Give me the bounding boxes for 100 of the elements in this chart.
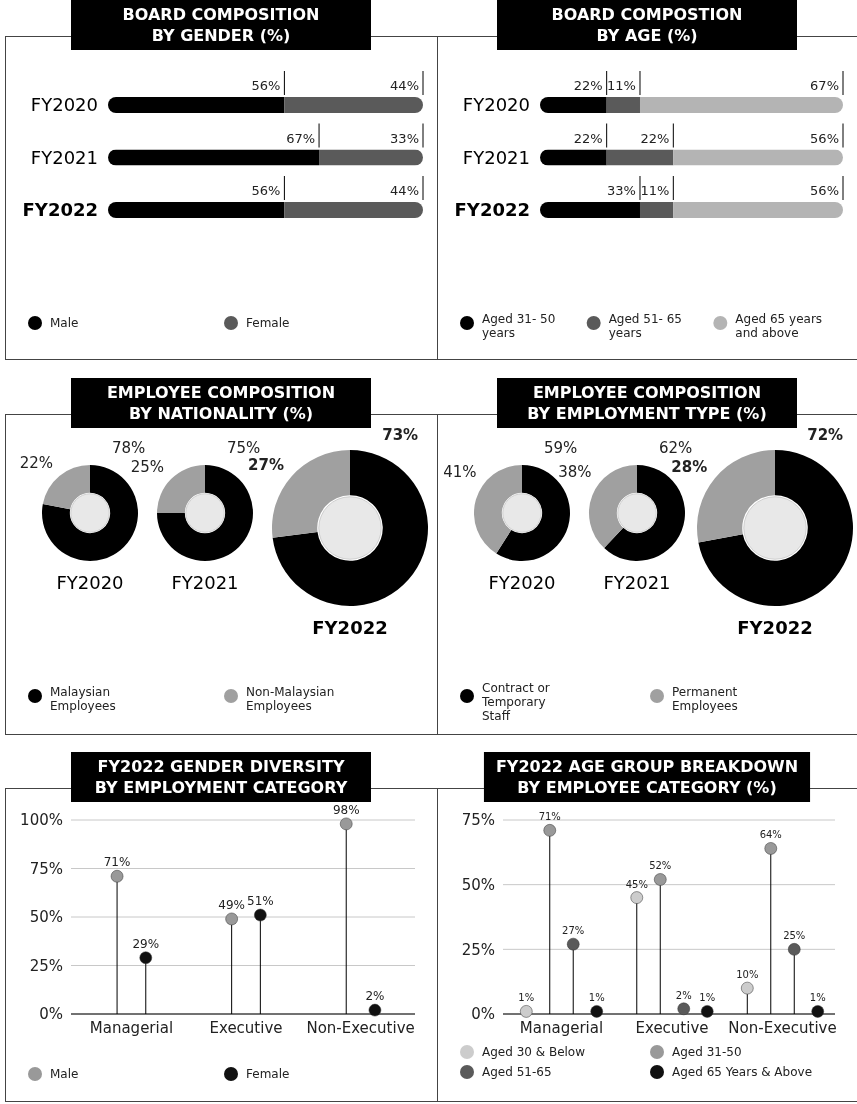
data-label: 22% (573, 130, 603, 146)
data-label: 45% (625, 878, 648, 890)
x-tick-label: Non-Executive (728, 1018, 837, 1037)
legend-label: Aged 51-65 (482, 1065, 552, 1079)
legend-label: Male (50, 1067, 79, 1081)
x-tick-label: Executive (209, 1018, 283, 1037)
bar (673, 202, 843, 218)
data-label: 78% (111, 438, 146, 457)
bar (540, 97, 607, 113)
data-label: 22% (573, 78, 603, 93)
y-tick-label: FY2022 (454, 199, 530, 220)
data-label: 44% (390, 183, 419, 198)
chart-title: BOARD COMPOSITION BY GENDER (%) (122, 5, 320, 45)
legend-label: Female (246, 316, 290, 330)
slice-label: FY2020 (56, 572, 124, 593)
data-label: 64% (759, 829, 782, 841)
bar (606, 97, 640, 113)
legend-label: Permanent Employees (672, 685, 738, 713)
y-tick-label: 25% (29, 956, 63, 975)
y-tick-label: FY2021 (30, 146, 98, 168)
bar (540, 149, 607, 166)
chart-title: EMPLOYEE COMPOSITION BY EMPLOYMENT TYPE (%) (527, 383, 767, 423)
x-tick-label: Managerial (519, 1018, 604, 1037)
data-label: 27% (562, 925, 585, 937)
legend-label: Aged 51- 65 years (608, 312, 682, 340)
data-label: 71% (103, 855, 131, 870)
slice-label: FY2021 (171, 572, 239, 593)
legend-label: Female (246, 1067, 290, 1081)
y-tick-label: 50% (29, 908, 63, 927)
y-tick-label: 0% (39, 1005, 63, 1024)
data-label: 1% (809, 992, 826, 1004)
data-label: 51% (247, 894, 274, 909)
y-tick-label: FY2021 (462, 146, 530, 168)
data-label: 49% (218, 897, 245, 912)
bar (639, 202, 674, 218)
legend-label: Non-Malaysian Employees (246, 685, 335, 713)
data-label: 27% (248, 455, 284, 474)
data-label: 11% (640, 183, 670, 198)
data-label: 1% (699, 992, 716, 1004)
y-tick-label: 50% (461, 875, 495, 894)
data-label: 56% (251, 78, 281, 93)
data-label: 52% (649, 860, 672, 872)
slice-label: FY2022 (737, 617, 813, 638)
data-label: 41% (443, 462, 477, 481)
data-label: 2% (365, 989, 385, 1004)
data-label: 28% (671, 457, 708, 476)
bar (606, 149, 674, 166)
data-label: 62% (658, 438, 693, 457)
data-label: 98% (332, 802, 360, 817)
y-tick-label: 75% (461, 811, 495, 830)
legend-label: Aged 31- 50 years (482, 312, 556, 340)
legend-label: Aged 31-50 (672, 1045, 742, 1059)
x-tick-label: Non-Executive (306, 1018, 415, 1037)
x-tick-label: Managerial (89, 1018, 174, 1037)
data-label: 25% (130, 457, 164, 476)
data-label: 33% (390, 130, 419, 146)
data-label: 22% (19, 454, 54, 473)
data-label: 10% (736, 969, 759, 981)
x-tick-label: Executive (635, 1018, 709, 1037)
data-label: 44% (390, 78, 419, 93)
legend-label: Aged 65 years and above (735, 312, 823, 340)
legend-label: Contract or Temporary Staff (481, 681, 550, 723)
y-tick-label: FY2020 (462, 94, 530, 115)
y-tick-label: FY2022 (22, 199, 98, 220)
data-label: 25% (783, 930, 806, 942)
y-tick-label: FY2020 (30, 94, 98, 115)
legend-label: Male (50, 316, 79, 330)
chart-title: BOARD COMPOSTION BY AGE (%) (551, 5, 743, 45)
bar (639, 97, 843, 113)
data-label: 56% (810, 130, 839, 146)
data-label: 29% (132, 936, 160, 951)
data-label: 56% (251, 183, 281, 198)
data-label: 38% (558, 462, 592, 481)
data-label: 75% (226, 438, 261, 457)
data-label: 33% (607, 183, 636, 198)
chart-title: EMPLOYEE COMPOSITION BY NATIONALITY (%) (106, 383, 336, 423)
slice-label: FY2021 (603, 572, 671, 593)
bar (540, 202, 640, 218)
data-label: 67% (810, 78, 839, 93)
legend-label: Aged 65 Years & Above (672, 1065, 813, 1079)
data-label: 71% (538, 811, 561, 823)
data-label: 1% (518, 992, 535, 1004)
data-label: 1% (588, 992, 605, 1004)
data-label: 56% (810, 183, 839, 198)
data-label: 72% (807, 425, 844, 444)
legend-label: Malaysian Employees (50, 685, 116, 713)
data-label: 73% (382, 425, 419, 444)
data-label: 59% (543, 438, 578, 457)
slice-label: FY2022 (312, 617, 388, 638)
y-tick-label: 75% (29, 859, 63, 878)
data-label: 22% (640, 130, 670, 146)
legend-label: Aged 30 & Below (482, 1045, 586, 1059)
data-label: 67% (286, 130, 316, 146)
data-label: 11% (607, 78, 636, 93)
chart-title: FY2022 AGE GROUP BREAKDOWN BY EMPLOYEE CATEGORY (%) (495, 757, 799, 797)
y-tick-label: 100% (20, 811, 63, 830)
y-tick-label: 25% (461, 940, 495, 959)
data-label: 2% (675, 989, 692, 1001)
slice-label: FY2020 (488, 572, 556, 593)
y-tick-label: 0% (471, 1005, 495, 1024)
